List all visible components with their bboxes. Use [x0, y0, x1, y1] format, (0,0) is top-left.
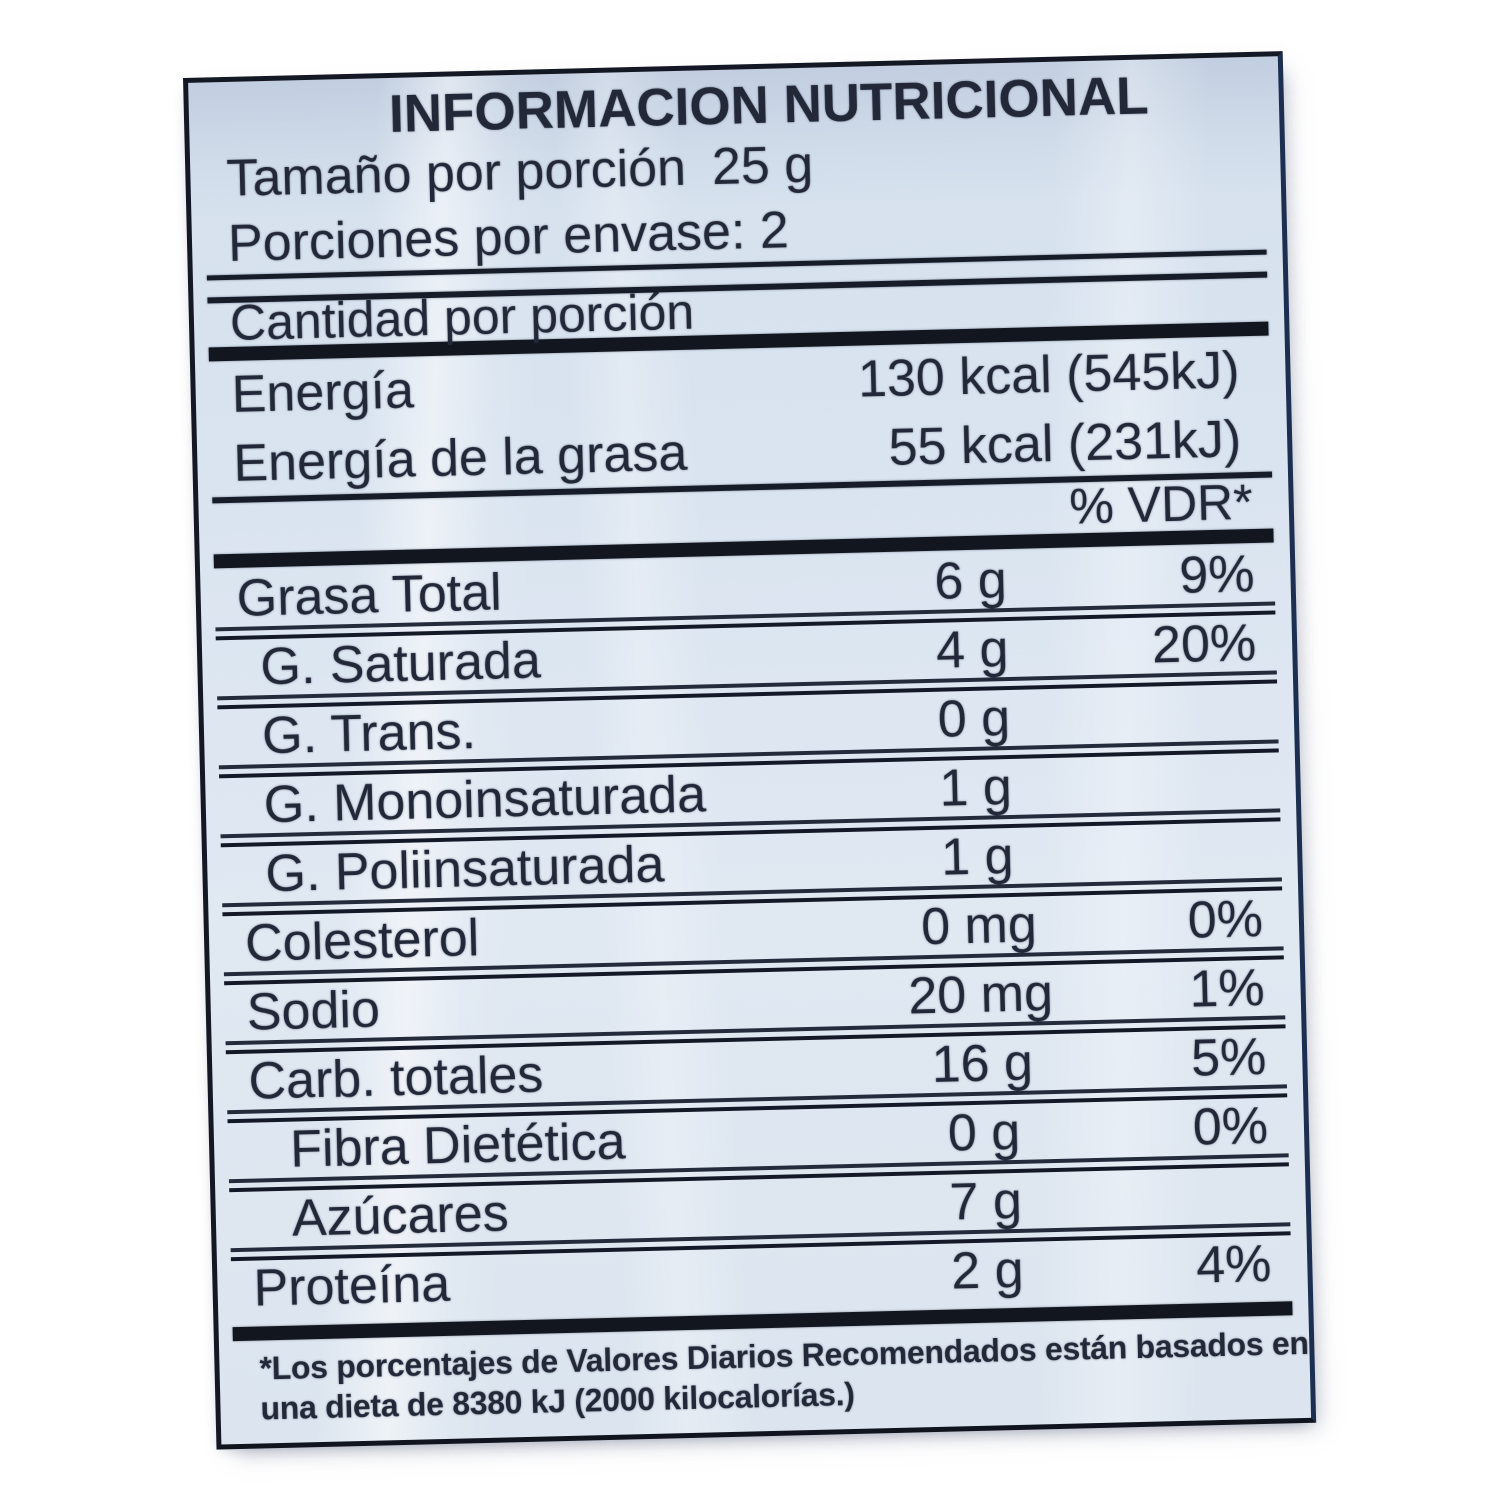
nutrient-name: G. Poliinsaturada [264, 835, 665, 904]
nutrient-amount: 20 mg [907, 964, 1054, 1026]
nutrient-name: Fibra Dietética [289, 1112, 627, 1179]
energy-value: 55 kcal (231kJ) [887, 410, 1242, 477]
serving-size-value: 25 g [711, 135, 814, 197]
energy-name: Energía [231, 361, 415, 424]
energy-section: Energía 130 kcal (545kJ) Energía de la gra… [195, 340, 1288, 494]
energy-name: Energía de la grasa [232, 423, 688, 493]
nutrient-dv: 0% [1192, 1096, 1269, 1157]
nutrient-amount: 0 g [947, 1102, 1021, 1163]
nutrient-amount: 0 g [937, 688, 1011, 749]
nutrient-dv: 4% [1195, 1234, 1273, 1295]
nutrient-name: G. Saturada [259, 631, 542, 697]
nutrient-amount: 7 g [948, 1171, 1023, 1232]
label-content: INFORMACION NUTRICIONAL Tamaño por porci… [188, 64, 1311, 1452]
energy-value: 130 kcal (545kJ) [857, 341, 1241, 409]
nutrient-dv: 9% [1178, 544, 1256, 605]
nutrient-name: Carb. totales [247, 1045, 544, 1111]
nutrient-dv: 0% [1187, 889, 1264, 950]
nutrient-name: G. Trans. [261, 702, 477, 766]
nutrient-name: Sodio [246, 980, 381, 1042]
nutrient-name: Azúcares [291, 1184, 510, 1248]
nutrient-dv: 20% [1151, 613, 1257, 675]
nutrient-amount: 1 g [938, 757, 1013, 818]
nutrient-amount: 6 g [933, 551, 1008, 611]
nutrient-amount: 0 mg [920, 895, 1038, 957]
nutrient-name: G. Monoinsaturada [263, 765, 707, 835]
footnote: *Los porcentajes de Valores Diarios Reco… [259, 1324, 1309, 1429]
nutrient-amount: 16 g [931, 1033, 1034, 1094]
nutrient-amount: 1 g [940, 826, 1015, 887]
nutrient-amount: 2 g [950, 1240, 1025, 1301]
nutrient-name: Proteína [252, 1254, 451, 1318]
nutrition-label: INFORMACION NUTRICIONAL Tamaño por porci… [183, 51, 1317, 1452]
nutrient-name: Grasa Total [236, 563, 503, 628]
nutrient-amount: 4 g [935, 620, 1010, 680]
nutrient-dv: 1% [1188, 958, 1266, 1019]
serving-size-label: Tamaño por porción [225, 138, 687, 208]
nutrient-table: Grasa Total 6 g 9% G. Saturada 4 g 20% G. Tran… [200, 544, 1308, 1318]
nutrient-dv: 5% [1190, 1027, 1267, 1088]
nutrient-name: Colesterol [244, 909, 480, 973]
